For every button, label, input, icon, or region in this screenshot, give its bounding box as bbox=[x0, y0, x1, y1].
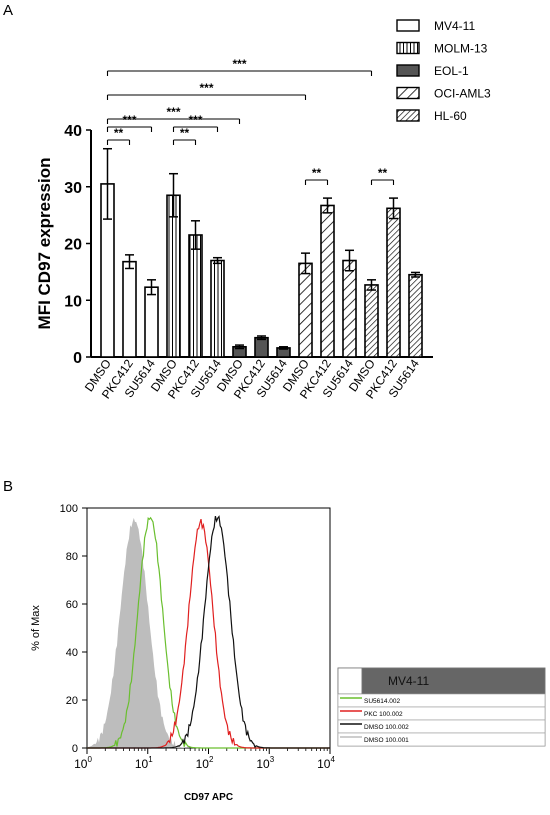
y-tick-label: 10 bbox=[64, 293, 82, 310]
significance-label: ** bbox=[312, 166, 322, 180]
significance-label: *** bbox=[166, 105, 180, 119]
legend-title: MV4-11 bbox=[388, 674, 429, 688]
y-tick-label: 30 bbox=[64, 180, 82, 197]
x-tick-label: 102 bbox=[196, 755, 214, 771]
bar bbox=[122, 260, 137, 358]
legend-label: DMSO 100.002 bbox=[364, 724, 409, 731]
legend-label: HL-60 bbox=[434, 109, 467, 123]
legend-label: OCI-AML3 bbox=[434, 87, 491, 101]
y-tick-label: 80 bbox=[66, 551, 78, 563]
legend-row bbox=[337, 732, 546, 747]
legend-label: EOL-1 bbox=[434, 64, 469, 78]
histogram-curve bbox=[87, 515, 330, 749]
significance-label: *** bbox=[188, 113, 202, 127]
legend-label: MV4-11 bbox=[434, 19, 475, 33]
bar bbox=[364, 284, 379, 358]
panel-b-label: B bbox=[3, 478, 14, 495]
x-tick-label: 103 bbox=[256, 755, 274, 771]
panel-a-label: A bbox=[3, 2, 14, 19]
significance-label: *** bbox=[199, 81, 213, 95]
bar bbox=[210, 259, 225, 358]
y-tick-label: 40 bbox=[64, 123, 82, 140]
legend-swatch bbox=[396, 41, 420, 55]
x-tick-label: 100 bbox=[74, 755, 92, 771]
legend-header-cell bbox=[337, 667, 363, 695]
bar bbox=[342, 259, 357, 358]
bar bbox=[144, 286, 159, 358]
legend-swatch bbox=[396, 86, 420, 100]
significance-label: ** bbox=[114, 126, 124, 140]
legend-swatch bbox=[396, 19, 420, 32]
significance-label: *** bbox=[122, 113, 136, 127]
histogram-cd97-apc: 0 20 40 60 80 100 % of Max 100 101 102 103 104 CD97 … bbox=[30, 503, 546, 803]
bar bbox=[320, 204, 335, 358]
legend-label: MOLM-13 bbox=[434, 42, 488, 56]
legend-swatch bbox=[396, 109, 420, 122]
y-tick-label: 0 bbox=[73, 350, 82, 367]
y-tick-label: 20 bbox=[64, 237, 82, 254]
y-tick-label: 40 bbox=[66, 647, 78, 659]
significance-label: ** bbox=[378, 166, 388, 180]
bar bbox=[166, 194, 181, 358]
significance-label: *** bbox=[232, 57, 246, 71]
legend-label: DMSO 100.001 bbox=[364, 737, 409, 744]
legend-label: PKC 100.002 bbox=[364, 711, 403, 718]
x-axis-label: CD97 APC bbox=[184, 792, 233, 803]
x-tick-label: 101 bbox=[135, 755, 153, 771]
x-tick-label: 104 bbox=[317, 755, 335, 771]
bar bbox=[408, 273, 423, 358]
bar bbox=[298, 262, 313, 358]
y-tick-label: 100 bbox=[60, 503, 78, 515]
legend-label: SU5614.002 bbox=[364, 698, 401, 705]
legend-header bbox=[361, 667, 546, 695]
legend-swatch bbox=[396, 64, 420, 77]
bar bbox=[386, 207, 401, 358]
bar bbox=[188, 234, 203, 358]
histogram-filled-curve bbox=[87, 517, 330, 748]
y-axis-label: MFI CD97 expression bbox=[35, 158, 54, 330]
y-tick-label: 0 bbox=[72, 743, 78, 755]
y-tick-label: 20 bbox=[66, 695, 78, 707]
y-axis-label: % of Max bbox=[30, 605, 42, 651]
bar bbox=[254, 336, 269, 358]
y-tick-label: 60 bbox=[66, 599, 78, 611]
significance-label: ** bbox=[180, 126, 190, 140]
